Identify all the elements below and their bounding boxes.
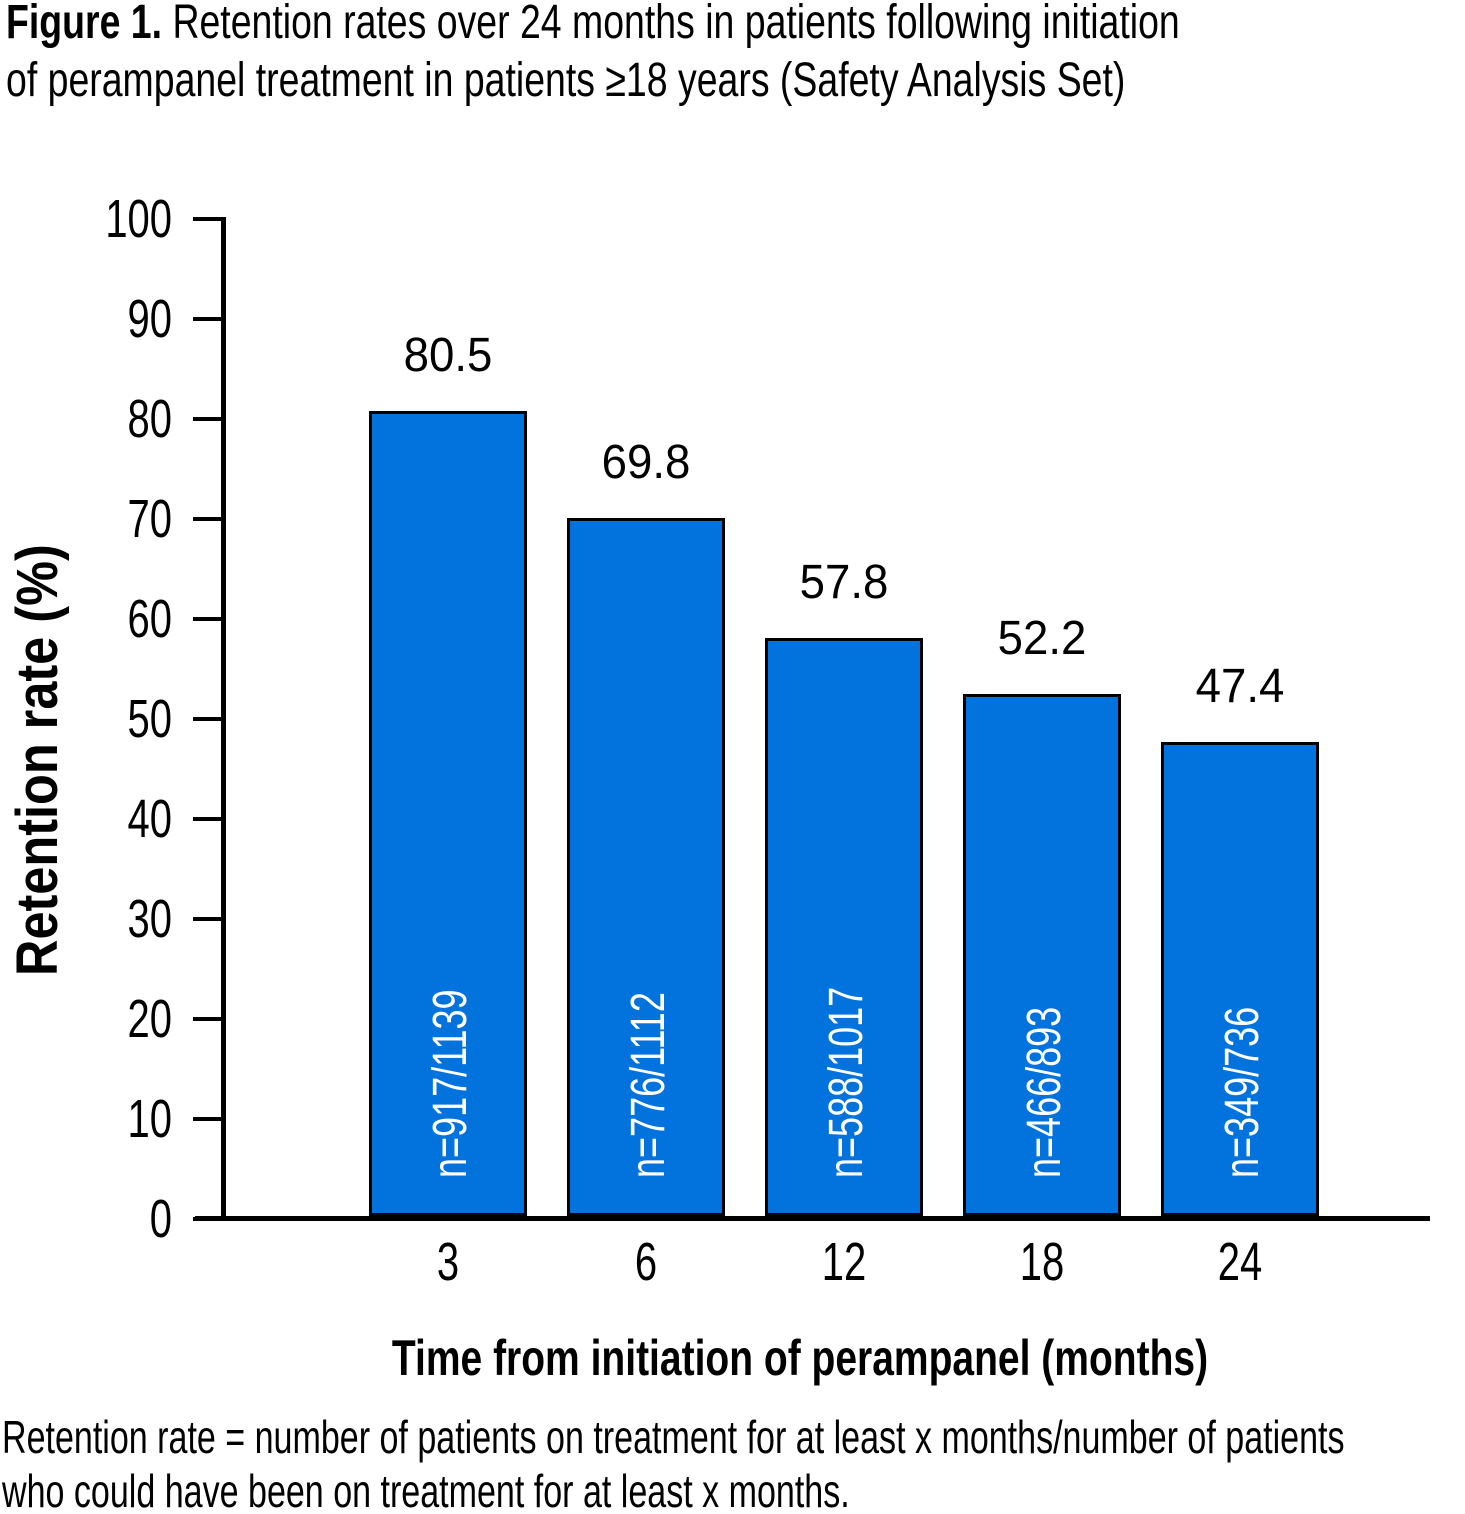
- y-tick: [193, 417, 221, 421]
- y-tick-label: 100: [105, 189, 172, 249]
- x-tick-label: 18: [1019, 1232, 1065, 1292]
- footnote-line2: who could have been on treatment for at …: [2, 1465, 850, 1514]
- y-tick: [193, 917, 221, 921]
- bar: [765, 638, 923, 1216]
- figure-title-line2: of perampanel treatment in patients ≥18 …: [6, 54, 1126, 107]
- y-tick-label: 80: [127, 389, 172, 449]
- bar-value-label: 52.2: [997, 612, 1087, 665]
- y-tick: [193, 617, 221, 621]
- bar-n-label: n=588/1017: [820, 986, 873, 1178]
- figure-label: Figure 1.: [6, 0, 163, 49]
- y-tick-label: 0: [149, 1189, 172, 1249]
- bar-n-label: n=917/1139: [424, 989, 477, 1178]
- bar: [567, 518, 725, 1216]
- footnote: Retention rate = number of patients on t…: [2, 1410, 1465, 1514]
- footnote-line1: Retention rate = number of patients on t…: [2, 1411, 1345, 1463]
- bar-n-label: n=466/893: [1018, 1006, 1071, 1178]
- bar: [1161, 742, 1319, 1216]
- figure-title: Figure 1. Retention rates over 24 months…: [6, 0, 1465, 110]
- bar: [369, 411, 527, 1216]
- y-tick: [193, 817, 221, 821]
- y-tick: [193, 1017, 221, 1021]
- y-tick-label: 30: [127, 889, 172, 949]
- y-tick-label: 40: [127, 789, 172, 849]
- x-tick-label: 24: [1217, 1232, 1263, 1292]
- x-axis-title: Time from initiation of perampanel (mont…: [391, 1330, 1209, 1386]
- bar-value-label: 57.8: [799, 556, 889, 609]
- x-tick-label: 6: [634, 1232, 658, 1292]
- y-tick: [193, 1117, 221, 1121]
- bar-value-label: 80.5: [403, 329, 493, 382]
- y-tick-label: 50: [127, 689, 172, 749]
- bar-n-label: n=349/736: [1216, 1006, 1269, 1178]
- bar: [963, 694, 1121, 1216]
- y-axis-line: [221, 217, 226, 1221]
- y-tick-label: 60: [127, 589, 172, 649]
- y-tick-label: 90: [127, 289, 172, 349]
- y-tick: [193, 1217, 221, 1221]
- y-tick-label: 20: [127, 989, 172, 1049]
- x-axis-line: [195, 1216, 1430, 1221]
- y-tick-label: 70: [127, 489, 172, 549]
- bar-value-label: 69.8: [601, 436, 691, 489]
- bar-n-label: n=776/1112: [622, 992, 675, 1178]
- figure-title-text1: Retention rates over 24 months in patien…: [172, 0, 1180, 49]
- y-tick-label: 10: [127, 1089, 172, 1149]
- bar-value-label: 47.4: [1195, 660, 1285, 713]
- y-tick: [193, 217, 221, 221]
- y-tick: [193, 317, 221, 321]
- y-tick: [193, 517, 221, 521]
- x-tick-label: 3: [436, 1232, 460, 1292]
- x-tick-label: 12: [821, 1232, 867, 1292]
- figure-title-line1: Figure 1. Retention rates over 24 months…: [6, 0, 1465, 52]
- y-tick: [193, 717, 221, 721]
